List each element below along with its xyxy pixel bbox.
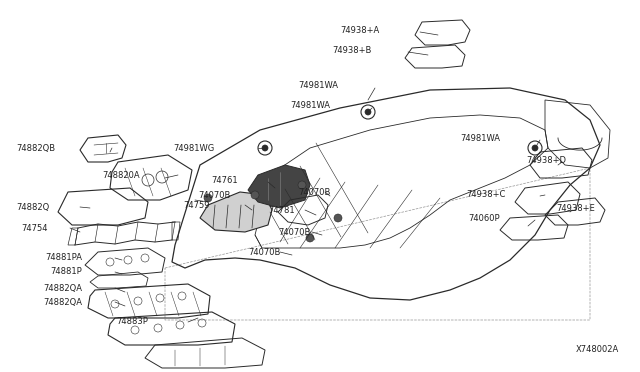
Text: 74754: 74754 (22, 224, 48, 232)
Text: 74881P: 74881P (51, 267, 82, 276)
Circle shape (306, 234, 314, 242)
Text: 74938+D: 74938+D (526, 155, 566, 164)
Polygon shape (200, 192, 272, 232)
Text: 74981WA: 74981WA (290, 100, 330, 109)
Text: 74938+C: 74938+C (467, 189, 506, 199)
Text: 74761: 74761 (211, 176, 238, 185)
Text: 74981WA: 74981WA (298, 80, 338, 90)
Circle shape (262, 145, 268, 151)
Circle shape (251, 191, 259, 199)
Text: 74938+B: 74938+B (333, 45, 372, 55)
Circle shape (298, 181, 306, 189)
Text: 74882QA: 74882QA (43, 283, 82, 292)
Text: X748002A: X748002A (576, 346, 620, 355)
Text: 748820A: 748820A (102, 170, 140, 180)
Text: 74882QB: 74882QB (16, 144, 55, 153)
Circle shape (334, 214, 342, 222)
Polygon shape (248, 165, 310, 208)
Text: 74070B: 74070B (278, 228, 310, 237)
Circle shape (365, 109, 371, 115)
Text: 74938+E: 74938+E (556, 203, 595, 212)
Text: 74070B: 74070B (198, 190, 230, 199)
Text: 74781: 74781 (268, 205, 294, 215)
Text: 74981WA: 74981WA (460, 134, 500, 142)
Text: 74882QA: 74882QA (43, 298, 82, 307)
Text: 74882Q: 74882Q (17, 202, 50, 212)
Text: 74759: 74759 (184, 201, 210, 209)
Text: 74070B: 74070B (248, 247, 280, 257)
Circle shape (532, 145, 538, 151)
Text: 74981WG: 74981WG (173, 144, 215, 153)
Text: 74060P: 74060P (468, 214, 500, 222)
Text: 74883P: 74883P (116, 317, 148, 327)
Text: 74070B: 74070B (298, 187, 330, 196)
Circle shape (204, 194, 212, 202)
Text: 74938+A: 74938+A (340, 26, 380, 35)
Text: 74881PA: 74881PA (45, 253, 82, 263)
